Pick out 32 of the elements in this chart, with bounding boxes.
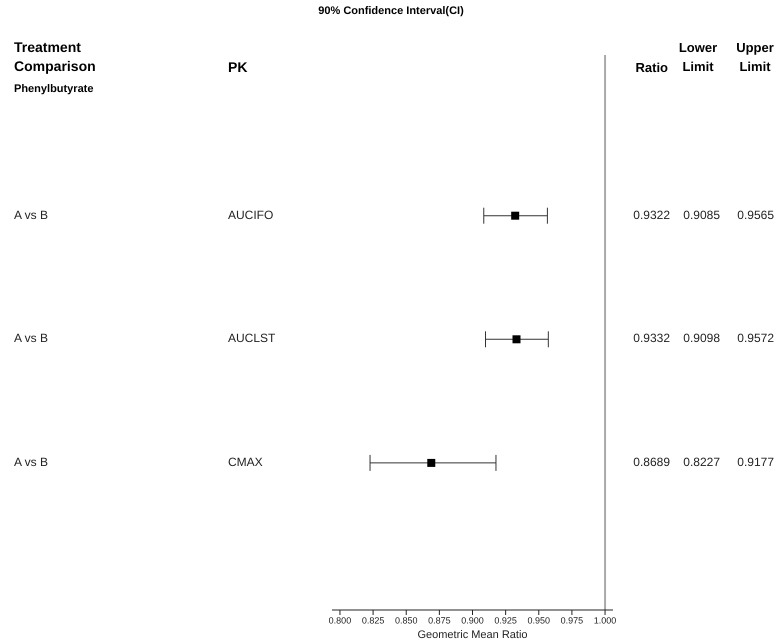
x-tick-label: 0.950 — [528, 615, 550, 626]
text: 0.9565 — [736, 208, 774, 222]
text: 0.9085 — [682, 208, 720, 222]
data-label: 0.9322 — [632, 208, 670, 222]
text: A vs B — [14, 208, 50, 222]
x-tick-label: 0.850 — [394, 615, 418, 626]
y-tick-label: CMAX — [228, 454, 263, 469]
x-axis-title: Geometric Mean Ratio — [417, 629, 528, 641]
text: A vs B — [14, 331, 50, 346]
y-tick-label: AUCLST — [228, 331, 276, 346]
text: Ratio — [634, 59, 668, 77]
data-label: 0.9332 — [632, 331, 670, 346]
text: Phenylbutyrate — [14, 82, 94, 97]
text: 0.9572 — [736, 331, 774, 346]
data-label: 0.8689 — [632, 454, 670, 469]
text: 0.9098 — [682, 331, 720, 346]
text: 0.8227 — [682, 454, 720, 469]
text: Treatment Comparison — [14, 38, 97, 76]
y-tick-label: AUCIFO — [228, 208, 274, 222]
x-tick-label: 1.000 — [594, 615, 616, 626]
text: Upper Limit — [735, 39, 775, 76]
x-tick-label: 0.925 — [494, 615, 517, 626]
text: Lower Limit — [678, 39, 718, 76]
x-tick-label: 0.900 — [461, 615, 484, 626]
text: PK — [228, 58, 248, 77]
text: 0.9177 — [736, 454, 774, 469]
chart-title: 90% Confidence Interval(CI) — [317, 5, 465, 17]
x-tick-label: 0.825 — [362, 615, 384, 626]
x-tick-label: 0.800 — [328, 615, 352, 626]
x-tick-label: 0.975 — [560, 615, 584, 626]
text: A vs B — [14, 454, 50, 469]
x-tick-label: 0.875 — [428, 615, 451, 626]
